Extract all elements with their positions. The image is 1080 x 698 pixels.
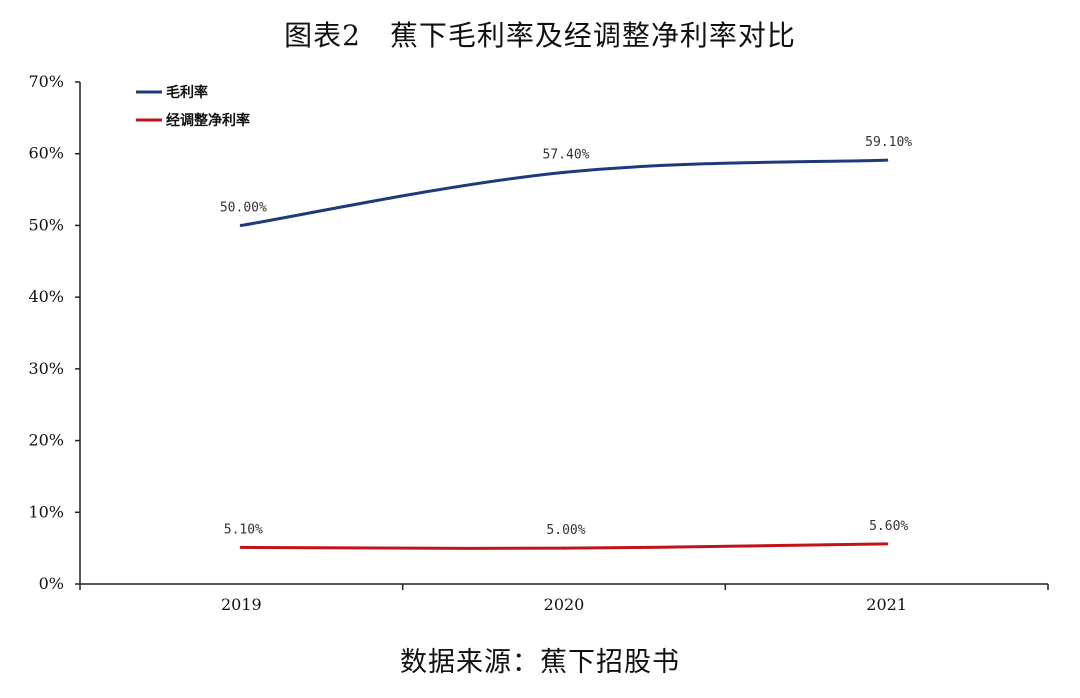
y-tick-label: 60% <box>28 144 64 163</box>
data-label: 57.40% <box>543 147 590 162</box>
legend-label: 经调整净利率 <box>166 112 250 129</box>
y-tick-label: 20% <box>28 431 64 450</box>
data-point <box>239 545 243 549</box>
chart-series <box>239 158 889 550</box>
y-tick-label: 40% <box>28 287 64 306</box>
data-label: 5.00% <box>546 523 585 538</box>
y-tick-label: 0% <box>39 574 64 593</box>
data-point <box>885 158 889 162</box>
data-label: 59.10% <box>865 135 912 150</box>
chart-data-labels: 50.00% 57.40% 59.10% 5.10% 5.00% 5.60% <box>220 135 912 538</box>
data-label: 50.00% <box>220 200 267 215</box>
y-tick-label: 50% <box>28 215 64 234</box>
data-point <box>239 223 243 227</box>
x-tick-label: 2019 <box>221 595 262 614</box>
data-point <box>562 170 566 174</box>
data-label: 5.10% <box>224 522 263 537</box>
chart-axes: 0% 10% 20% 30% 40% 50% 60% 70% 2019 2020 2021 <box>28 72 1049 614</box>
data-point <box>562 546 566 550</box>
series-line-0 <box>239 158 889 227</box>
legend-label: 毛利率 <box>166 84 208 101</box>
data-source-note: 数据来源：蕉下招股书 <box>400 647 680 678</box>
data-point <box>885 542 889 546</box>
y-tick-label: 30% <box>28 359 64 378</box>
y-tick-label: 70% <box>28 72 64 91</box>
chart-title: 图表2 蕉下毛利率及经调整净利率对比 <box>284 19 796 52</box>
data-label: 5.60% <box>869 519 908 534</box>
x-tick-label: 2020 <box>544 595 585 614</box>
y-tick-label: 10% <box>28 502 64 521</box>
x-tick-label: 2021 <box>866 595 907 614</box>
